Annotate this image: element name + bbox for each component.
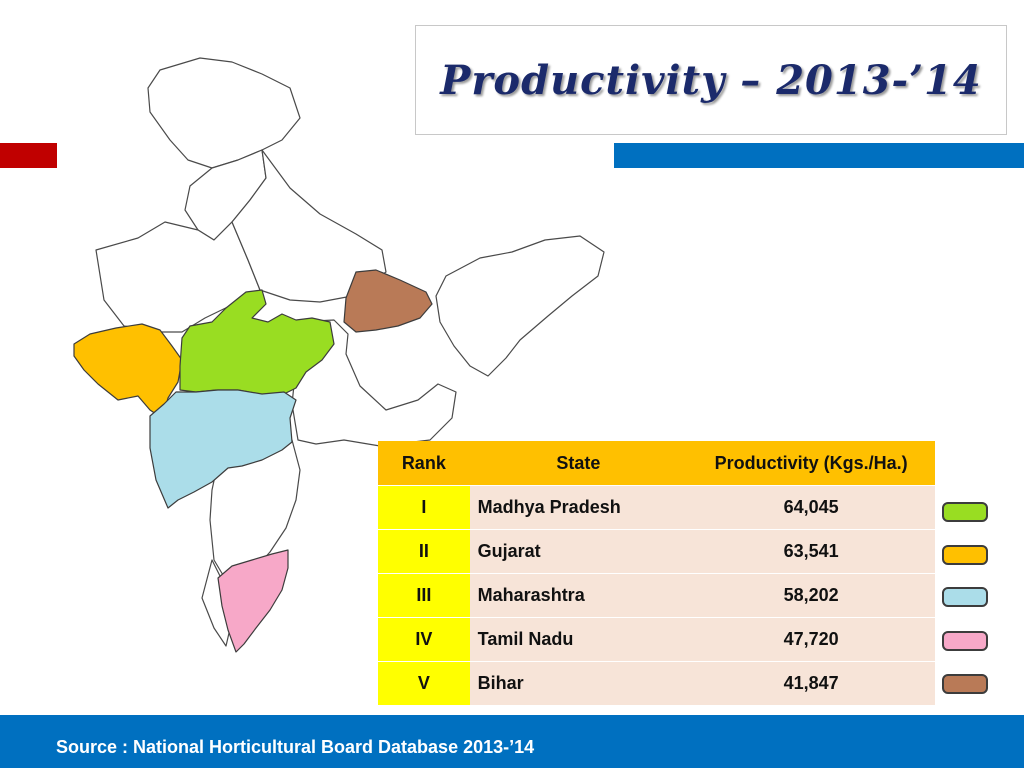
legend-swatch-tamil-nadu <box>942 631 988 651</box>
state-cell: Maharashtra <box>469 573 688 618</box>
state-tamil-nadu <box>217 549 289 653</box>
productivity-cell: 41,847 <box>687 661 935 705</box>
source-text: Source : National Horticultural Board Da… <box>56 737 535 757</box>
region-east <box>435 235 605 377</box>
rank-cell: IV <box>378 617 470 662</box>
state-cell: Tamil Nadu <box>469 617 688 662</box>
state-cell: Gujarat <box>469 529 688 574</box>
productivity-cell: 64,045 <box>687 485 935 530</box>
rank-cell: III <box>378 573 470 618</box>
state-maharashtra <box>149 389 297 509</box>
productivity-cell: 47,720 <box>687 617 935 662</box>
legend-swatch-bihar <box>942 674 988 694</box>
productivity-cell: 63,541 <box>687 529 935 574</box>
table-row: II Gujarat 63,541 <box>378 529 935 574</box>
legend-swatch-gujarat <box>942 545 988 565</box>
header-productivity: Productivity (Kgs./Ha.) <box>687 441 935 486</box>
header-rank: Rank <box>378 441 470 486</box>
legend-swatch-madhya-pradesh <box>942 502 988 522</box>
accent-bar-blue <box>614 143 1024 168</box>
table-header-row: Rank State Productivity (Kgs./Ha.) <box>378 441 935 486</box>
legend-swatch-maharashtra <box>942 587 988 607</box>
rank-cell: II <box>378 529 470 574</box>
state-gujarat <box>73 323 183 419</box>
region-central-east <box>291 319 457 447</box>
table-row: IV Tamil Nadu 47,720 <box>378 617 935 662</box>
source-footer: Source : National Horticultural Board Da… <box>0 715 1024 768</box>
header-state: State <box>469 441 688 486</box>
region-north <box>147 57 301 169</box>
table-row: V Bihar 41,847 <box>378 661 935 705</box>
rank-cell: I <box>378 485 470 530</box>
state-bihar <box>343 269 433 333</box>
region-up <box>231 149 387 303</box>
rank-cell: V <box>378 661 470 705</box>
title-box: Productivity – 2013-’14 <box>415 25 1007 135</box>
productivity-table: Rank State Productivity (Kgs./Ha.) I Mad… <box>378 441 935 705</box>
state-cell: Madhya Pradesh <box>469 485 688 530</box>
page-title: Productivity – 2013-’14 <box>440 56 982 104</box>
table-row: III Maharashtra 58,202 <box>378 573 935 618</box>
productivity-cell: 58,202 <box>687 573 935 618</box>
accent-bar-red <box>0 143 57 168</box>
state-cell: Bihar <box>469 661 688 705</box>
table-row: I Madhya Pradesh 64,045 <box>378 485 935 530</box>
